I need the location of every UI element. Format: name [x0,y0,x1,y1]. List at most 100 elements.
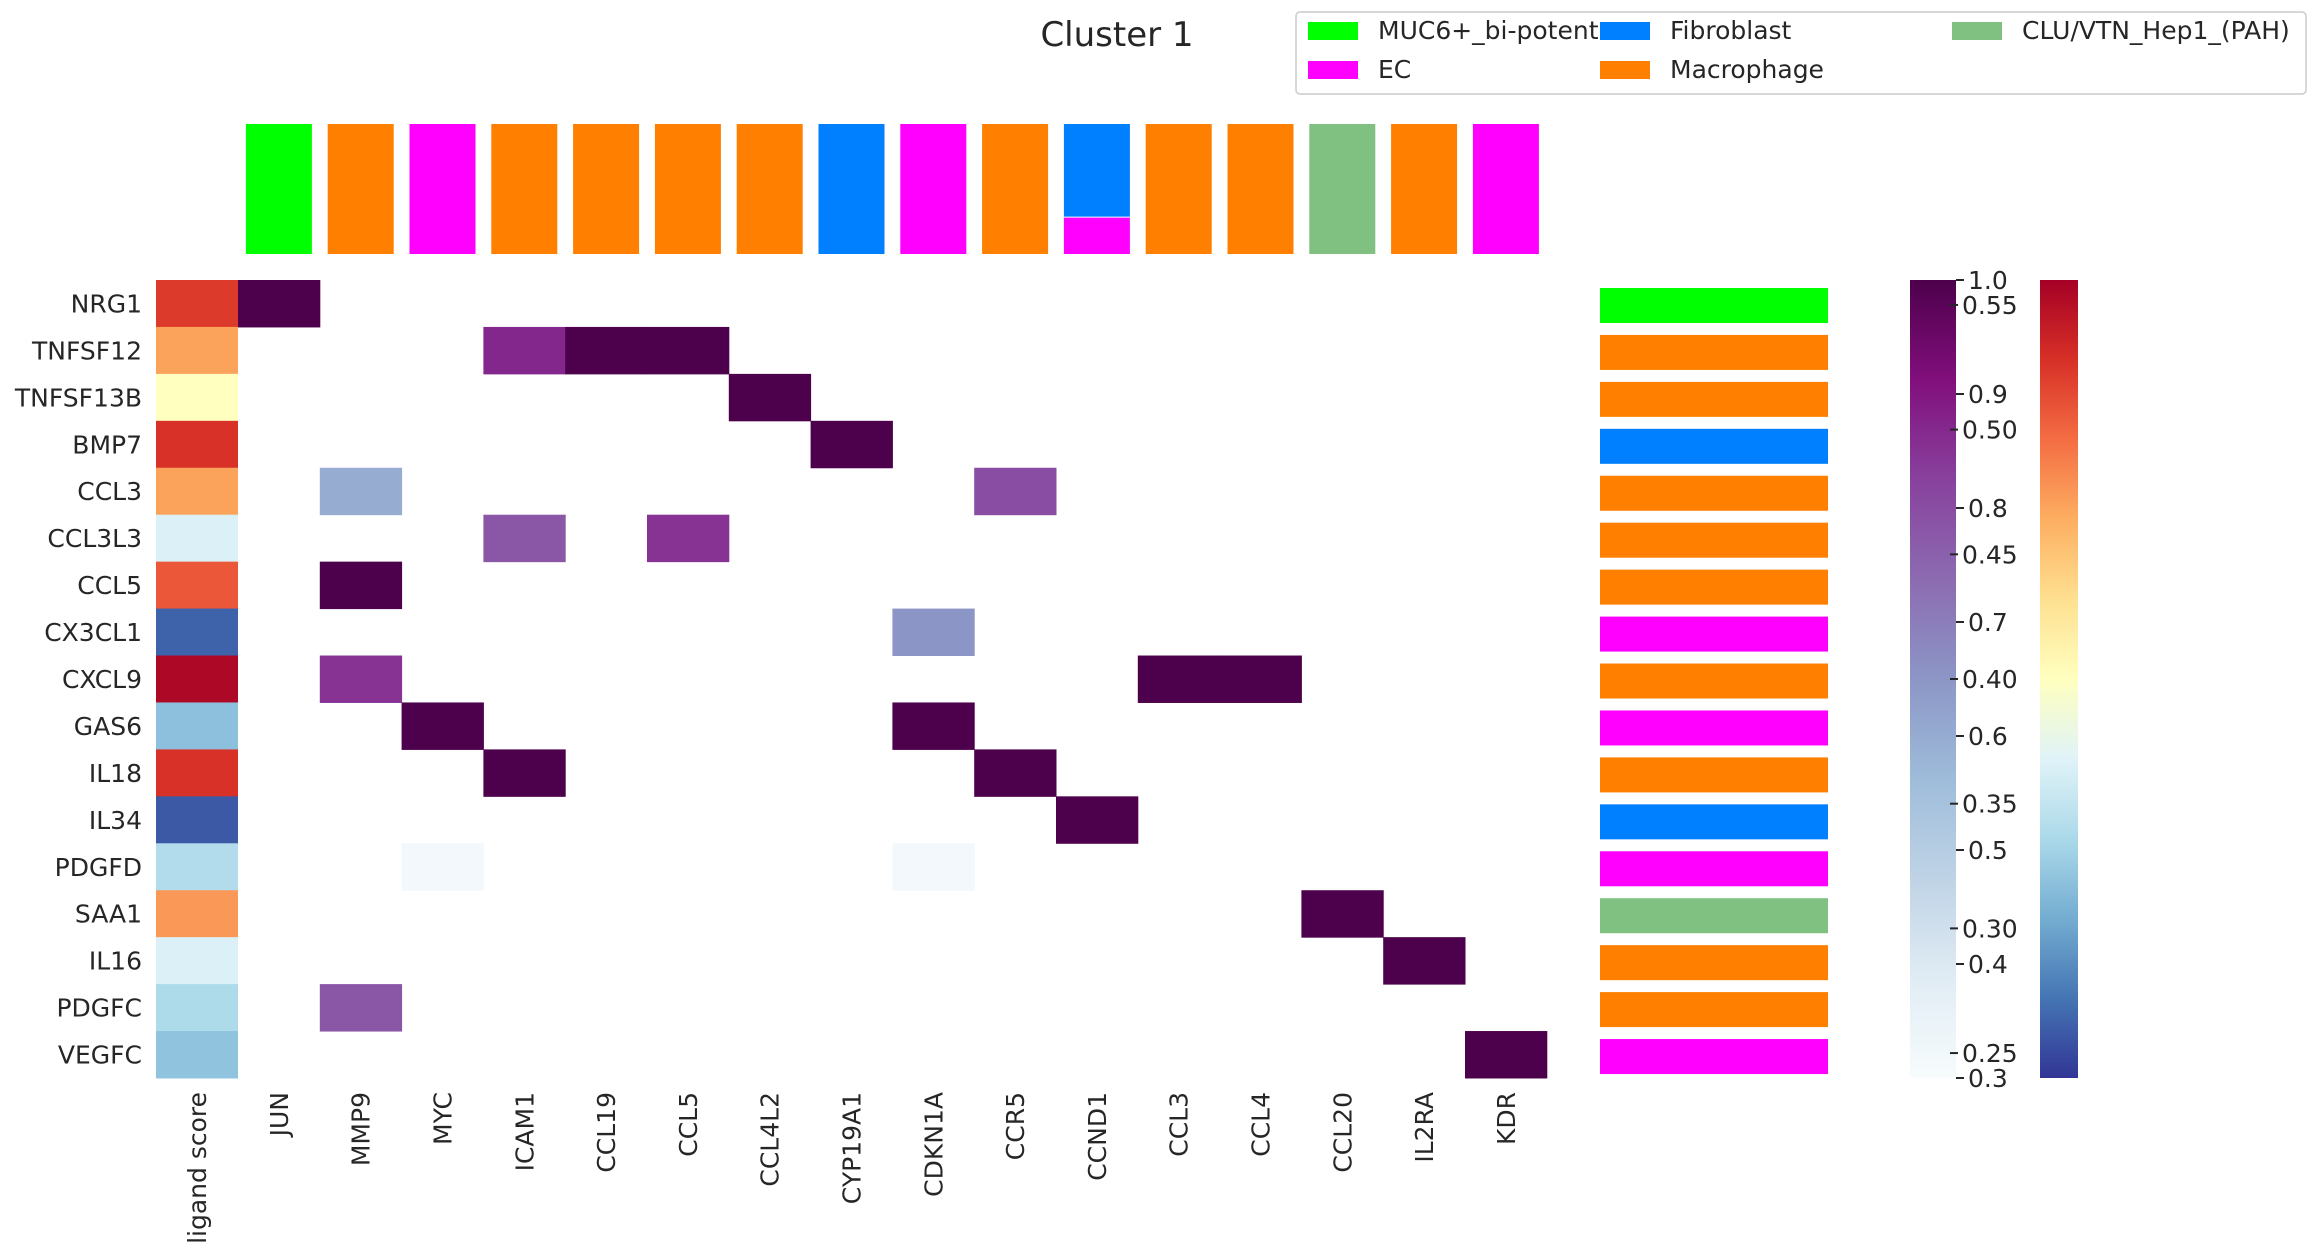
legend-label-clu-vtn-hep1-pah: CLU/VTN_Hep1_(PAH) [2022,16,2290,45]
ligand-score-cell-gas6 [156,702,238,750]
heatmap-cell-ccl5-mmp9 [319,561,403,610]
ligand-score-colorbar: 0.25 0.30 0.35 0.40 0.45 0.50 0.55 [1950,280,2078,1078]
legend-label-fibroblast: Fibroblast [1670,16,1792,45]
receptor-bar-ccl3 [1145,124,1212,254]
legend-swatch-macrophage [1600,61,1650,79]
row-label-ccl3: CCL3 [77,477,142,506]
heatmap-cell-gas6-myc [401,702,484,750]
cb1-ticks-label-0-5: 0.5 [1968,836,2008,865]
ligand-bar-cx3cl1 [1600,616,1828,652]
ligand-bar-nrg1 [1600,288,1828,323]
col-label-il2ra: IL2RA [1410,1092,1439,1163]
legend-label-ec: EC [1378,55,1411,84]
row-label-tnfsf13b: TNFSF13B [14,383,142,412]
cb2-ticks-label-0-35: 0.35 [1962,790,2018,819]
col-label-ccl5: CCL5 [674,1092,703,1157]
heatmap-cell-cx3cl1-cdkn1a [892,608,975,657]
legend-swatch-muc6-bi-potent [1308,22,1358,40]
heatmap-cell-il16-il2ra [1383,937,1466,985]
interaction-colorbar: 0.3 0.4 0.5 0.6 0.7 0.8 0.9 1.0 [1910,266,2008,1093]
ligand-score-cell-ccl5 [156,561,238,610]
receptor-bar-cyp19a1 [818,124,885,254]
ligand-score-cell-ccl3l3 [156,514,238,563]
ligand-bar-saa1 [1600,898,1828,934]
col-label-ccl4l2: CCL4L2 [756,1092,785,1187]
ligand-score-cell-tnfsf13b [156,373,238,422]
ligand-bar-vegfc [1600,1039,1828,1075]
ligand-score-cell-bmp7 [156,420,238,469]
heatmap-cell-vegfc-kdr [1465,1031,1548,1079]
legend-swatch-ec [1308,61,1358,79]
heatmap-cell-il34-ccnd1 [1056,796,1139,844]
ligand-cell-type-bars [1600,288,1828,1075]
col-label-jun: JUN [265,1092,294,1138]
col-label-icam1: ICAM1 [510,1092,539,1171]
heatmap-cell-pdgfd-myc [401,843,484,891]
heatmap-cell-cxcl9-ccl4 [1219,655,1302,703]
heatmap-cell-tnfsf12-ccl5 [647,326,730,375]
cb1-ticks-label-0-4: 0.4 [1968,950,2008,979]
ligand-bar-pdgfd [1600,851,1828,887]
row-label-bmp7: BMP7 [72,430,142,459]
ligand-bar-bmp7 [1600,428,1828,464]
col-label-ccl19: CCL19 [592,1092,621,1173]
receptor-bar-ccnd1-fibroblast [1063,124,1130,218]
receptor-bar-ccl5 [654,124,721,254]
ligand-score-cell-ccl3 [156,467,238,516]
heatmap-cell-cxcl9-mmp9 [319,655,403,703]
legend-label-muc6-bi-potent: MUC6+_bi-potent [1378,16,1599,45]
ligand-score-cell-il16 [156,937,238,985]
receptor-bar-ccl4 [1227,124,1294,254]
ligand-score-cell-pdgfc [156,984,238,1032]
ligand-score-cell-vegfc [156,1031,238,1079]
cb2-ticks-label-0-45: 0.45 [1962,540,2018,569]
ligand-score-cell-cxcl9 [156,655,238,703]
ligand-bar-ccl5 [1600,569,1828,605]
ligand-score-cell-nrg1 [156,280,238,328]
receptor-bar-mmp9 [327,124,394,254]
col-label-ccl20: CCL20 [1328,1092,1357,1173]
receptor-cell-type-bars [245,124,1539,254]
chart-title: Cluster 1 [1040,15,1193,55]
ligand-score-cell-tnfsf12 [156,326,238,375]
row-label-il18: IL18 [89,759,142,788]
ligand-bar-ccl3l3 [1600,522,1828,558]
cb2-ticks-label-0-30: 0.30 [1962,914,2018,943]
heatmap-cell-il18-ccr5 [974,749,1057,797]
receptor-bar-myc [409,124,476,254]
heatmap-cell-gas6-cdkn1a [892,702,975,750]
heatmap-cell-pdgfc-mmp9 [319,984,403,1032]
interaction-colorbar-gradient [1910,280,1956,1078]
cb1-ticks-label-1-0: 1.0 [1968,266,2008,295]
cb1-ticks-label-0-6: 0.6 [1968,722,2008,751]
col-label-mmp9: MMP9 [347,1092,376,1166]
cell-type-legend: MUC6+_bi-potent EC Fibroblast Macrophage CLU… [1295,11,2307,95]
heatmap-cell-ccl3l3-ccl5 [647,514,730,563]
row-label-ccl5: CCL5 [77,571,142,600]
legend-frame [1295,11,2307,95]
row-label-gas6: GAS6 [74,712,142,741]
receptor-bar-jun [245,124,312,254]
receptor-bar-ccl20 [1309,124,1376,254]
ligand-bar-il18 [1600,757,1828,793]
cb2-ticks-label-0-25: 0.25 [1962,1039,2018,1068]
row-label-nrg1: NRG1 [71,289,142,318]
heatmap-cell-tnfsf12-ccl19 [565,326,648,375]
heatmap-cell-bmp7-cyp19a1 [810,420,893,469]
row-label-pdgfc: PDGFC [56,994,142,1023]
col-label-cdkn1a: CDKN1A [919,1092,948,1197]
legend-swatch-fibroblast [1600,22,1650,40]
heatmap-cell-tnfsf12-icam1 [483,326,566,375]
heatmap-cell-nrg1-jun [238,280,321,328]
row-label-vegfc: VEGFC [58,1041,142,1070]
row-label-ccl3l3: CCL3L3 [47,524,142,553]
receptor-labels: ligand score JUN MMP9 MYC ICAM1 CCL19 CCL5 CCL4… [183,1092,1521,1244]
legend-label-macrophage: Macrophage [1670,55,1824,84]
ligand-bar-cxcl9 [1600,663,1828,699]
col-label-ccl4: CCL4 [1247,1092,1276,1157]
cb1-ticks-label-0-8: 0.8 [1968,494,2008,523]
row-label-pdgfd: PDGFD [55,853,142,882]
heatmap-cell-ccl3l3-icam1 [483,514,566,563]
cb2-ticks-label-0-55: 0.55 [1962,291,2018,320]
ligand-score-cell-il18 [156,749,238,797]
